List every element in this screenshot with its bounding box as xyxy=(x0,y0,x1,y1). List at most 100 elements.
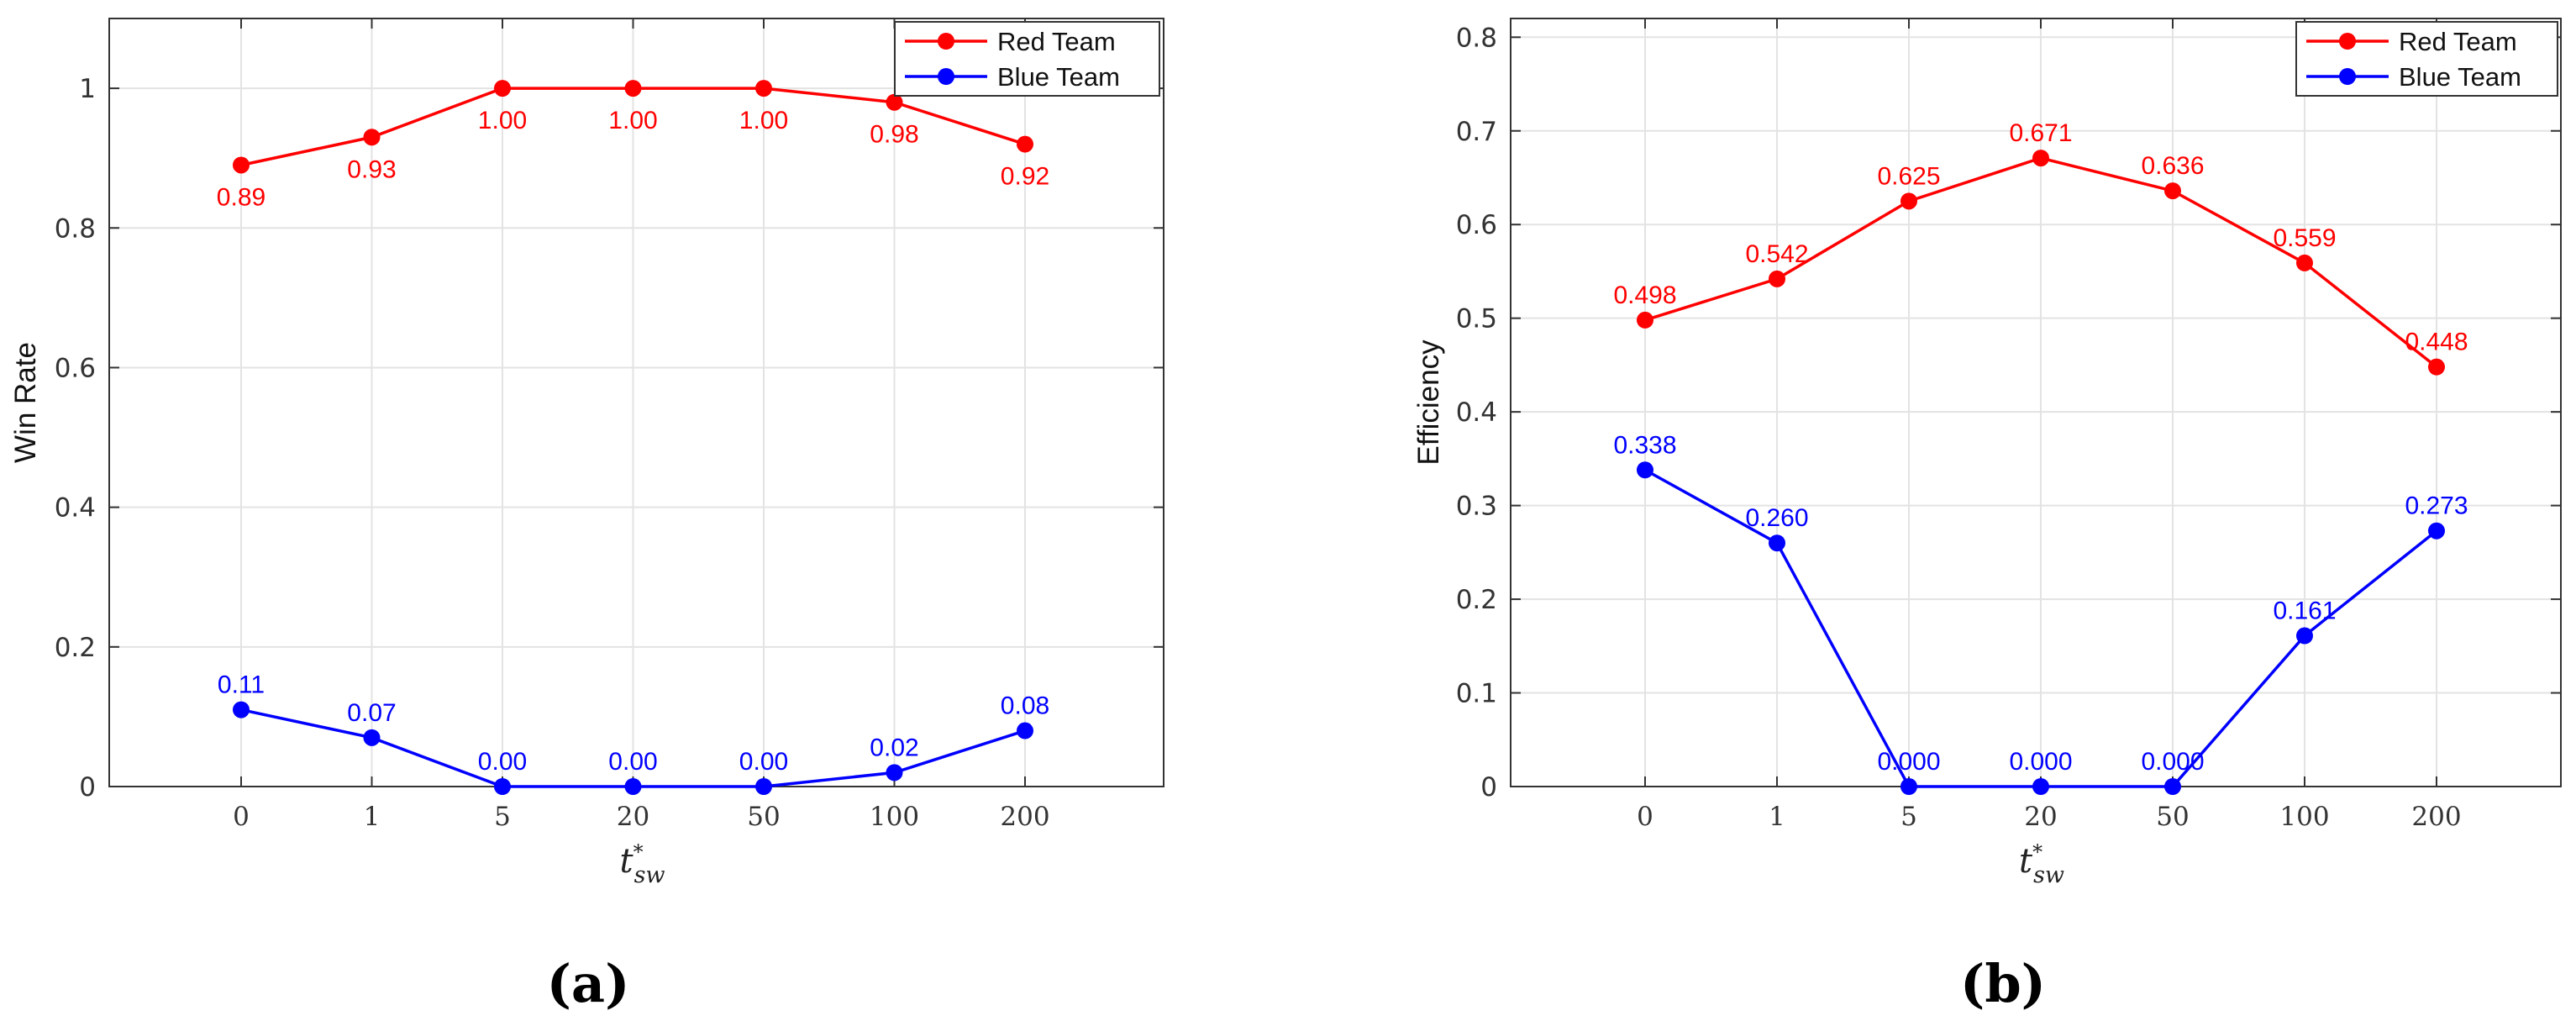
data-point xyxy=(2032,778,2049,795)
y-tick-label: 0.4 xyxy=(55,493,96,524)
data-label: 0.260 xyxy=(1745,504,1808,532)
legend-label: Red Team xyxy=(997,27,1116,56)
data-point xyxy=(1017,722,1033,739)
data-point xyxy=(1769,534,1785,552)
y-axis-title: Efficiency xyxy=(1412,339,1445,466)
panel-label: (b) xyxy=(1960,953,2046,1014)
data-point xyxy=(1900,192,1917,210)
data-point xyxy=(1900,778,1917,795)
legend-marker xyxy=(2339,68,2356,85)
data-point xyxy=(363,729,381,746)
data-label: 0.636 xyxy=(2141,152,2204,180)
data-label: 0.08 xyxy=(1001,692,1049,720)
data-point xyxy=(755,778,772,795)
data-label: 0.00 xyxy=(478,748,527,776)
data-label: 0.161 xyxy=(2273,597,2336,625)
y-tick-label: 0.2 xyxy=(1456,585,1497,615)
y-tick-label: 0 xyxy=(1480,772,1497,803)
x-tick-label: 1 xyxy=(364,802,381,832)
data-label: 1.00 xyxy=(478,107,527,134)
data-point xyxy=(1017,135,1033,153)
y-tick-label: 0.8 xyxy=(55,213,96,244)
data-label: 0.00 xyxy=(608,748,657,776)
data-point xyxy=(494,80,511,97)
y-tick-label: 0.7 xyxy=(1456,117,1497,147)
legend-marker xyxy=(2339,33,2356,50)
x-tick-label: 5 xyxy=(1900,802,1917,832)
data-label: 0.11 xyxy=(218,671,265,699)
data-label: 0.625 xyxy=(1877,162,1940,190)
data-point xyxy=(1637,461,1653,479)
y-tick-label: 0.3 xyxy=(1456,492,1497,522)
data-point xyxy=(755,80,772,97)
data-label: 0.02 xyxy=(870,734,918,761)
data-label: 0.89 xyxy=(217,183,265,211)
data-point xyxy=(2428,358,2445,376)
chart-panel-a: 0 1 5 20 50 100 200 0 0.2 0.4 0.6 0.8 1 Win Rate t* sw 0… xyxy=(9,18,1164,1014)
x-tick-label: 20 xyxy=(2024,802,2057,832)
y-tick-label: 0.5 xyxy=(1456,304,1497,334)
plot-area xyxy=(1511,18,2561,787)
data-label: 1.00 xyxy=(608,107,657,134)
data-point xyxy=(624,80,642,97)
x-tick-label: 50 xyxy=(747,802,780,832)
y-tick-label: 1 xyxy=(79,74,96,104)
y-tick-label: 0.8 xyxy=(1456,23,1497,53)
x-tick-label: 0 xyxy=(1637,802,1653,832)
data-point xyxy=(886,764,903,782)
data-label: 0.338 xyxy=(1613,431,1676,459)
data-point xyxy=(2296,627,2313,645)
data-label: 0.273 xyxy=(2405,492,2468,520)
data-label: 0.448 xyxy=(2405,329,2468,356)
x-tick-label: 1 xyxy=(1769,802,1785,832)
x-axis-title: t* sw xyxy=(2019,840,2064,888)
legend-label: Blue Team xyxy=(2399,62,2521,92)
panel-label: (a) xyxy=(547,953,630,1014)
data-label: 1.00 xyxy=(739,107,788,134)
data-label: 0.98 xyxy=(870,121,918,149)
x-tick-label: 20 xyxy=(617,802,649,832)
data-point xyxy=(494,778,511,795)
data-label: 0.000 xyxy=(1877,748,1940,776)
legend-label: Blue Team xyxy=(997,62,1120,92)
y-tick-label: 0.1 xyxy=(1456,679,1497,709)
data-point xyxy=(2428,522,2445,539)
data-point xyxy=(1637,311,1653,329)
data-point xyxy=(2032,150,2049,167)
x-tick-label: 0 xyxy=(233,802,250,832)
data-point xyxy=(233,701,250,718)
y-tick-label: 0.4 xyxy=(1456,397,1497,428)
x-tick-label: 100 xyxy=(2279,802,2329,832)
data-point xyxy=(233,156,250,174)
x-axis-title: t* sw xyxy=(620,840,665,888)
data-label: 0.498 xyxy=(1613,282,1676,309)
data-point xyxy=(886,93,903,111)
legend-label: Red Team xyxy=(2399,27,2517,56)
plot-area xyxy=(109,18,1164,787)
x-tick-label: 200 xyxy=(2411,802,2461,832)
x-tick-label: 200 xyxy=(1000,802,1049,832)
data-point xyxy=(2164,182,2181,200)
data-label: 0.07 xyxy=(347,699,396,727)
y-tick-label: 0 xyxy=(79,772,96,803)
legend-marker xyxy=(938,68,954,85)
data-label: 0.92 xyxy=(1001,163,1049,191)
x-tick-label: 50 xyxy=(2156,802,2189,832)
data-label: 0.000 xyxy=(2141,748,2204,776)
data-label: 0.559 xyxy=(2273,224,2336,252)
chart-panel-b: 0 1 5 20 50 100 200 0 0.1 0.2 0.3 0.4 0.5 0.6 0.7 0.8 Ef… xyxy=(1412,18,2562,1014)
data-point xyxy=(2164,778,2181,795)
y-tick-label: 0.2 xyxy=(55,633,96,663)
x-tick-label: 100 xyxy=(870,802,919,832)
y-axis-title: Win Rate xyxy=(9,342,42,463)
legend-marker xyxy=(938,33,954,50)
data-point xyxy=(363,129,381,146)
y-tick-label: 0.6 xyxy=(1456,210,1497,240)
data-label: 0.00 xyxy=(739,748,788,776)
data-label: 0.542 xyxy=(1745,240,1808,268)
x-tick-label: 5 xyxy=(494,802,511,832)
legend-box xyxy=(2295,21,2558,97)
data-label: 0.671 xyxy=(2009,119,2072,147)
data-point xyxy=(2296,254,2313,271)
